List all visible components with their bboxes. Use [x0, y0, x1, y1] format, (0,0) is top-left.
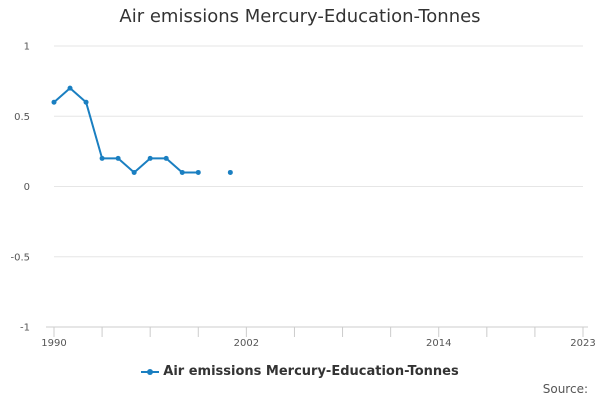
data-point [115, 155, 121, 161]
legend[interactable]: Air emissions Mercury-Education-Tonnes [0, 364, 600, 379]
data-point [227, 169, 233, 175]
x-tick-label: 2023 [570, 338, 595, 349]
series-line [53, 87, 199, 174]
data-point [179, 169, 185, 175]
data-point [51, 99, 57, 105]
data-point [147, 155, 153, 161]
data-point [99, 155, 105, 161]
data-point [83, 99, 89, 105]
x-tick-label: 2014 [426, 338, 451, 349]
source-label: Source: [542, 382, 588, 396]
data-point [163, 155, 169, 161]
y-tick-label: 0.5 [14, 112, 30, 123]
chart-title: Air emissions Mercury-Education-Tonnes [119, 6, 481, 27]
data-point [67, 85, 73, 91]
data-point [195, 169, 201, 175]
y-tick-label: 1 [24, 42, 30, 53]
legend-swatch [141, 368, 160, 375]
y-tick-label: -0.5 [10, 252, 30, 263]
x-tick-label: 2002 [234, 338, 259, 349]
y-tick-label: -1 [20, 323, 30, 334]
x-tick-label: 1990 [41, 338, 66, 349]
legend-label: Air emissions Mercury-Education-Tonnes [163, 364, 459, 379]
data-point [131, 169, 137, 175]
y-tick-label: 0 [24, 182, 30, 193]
